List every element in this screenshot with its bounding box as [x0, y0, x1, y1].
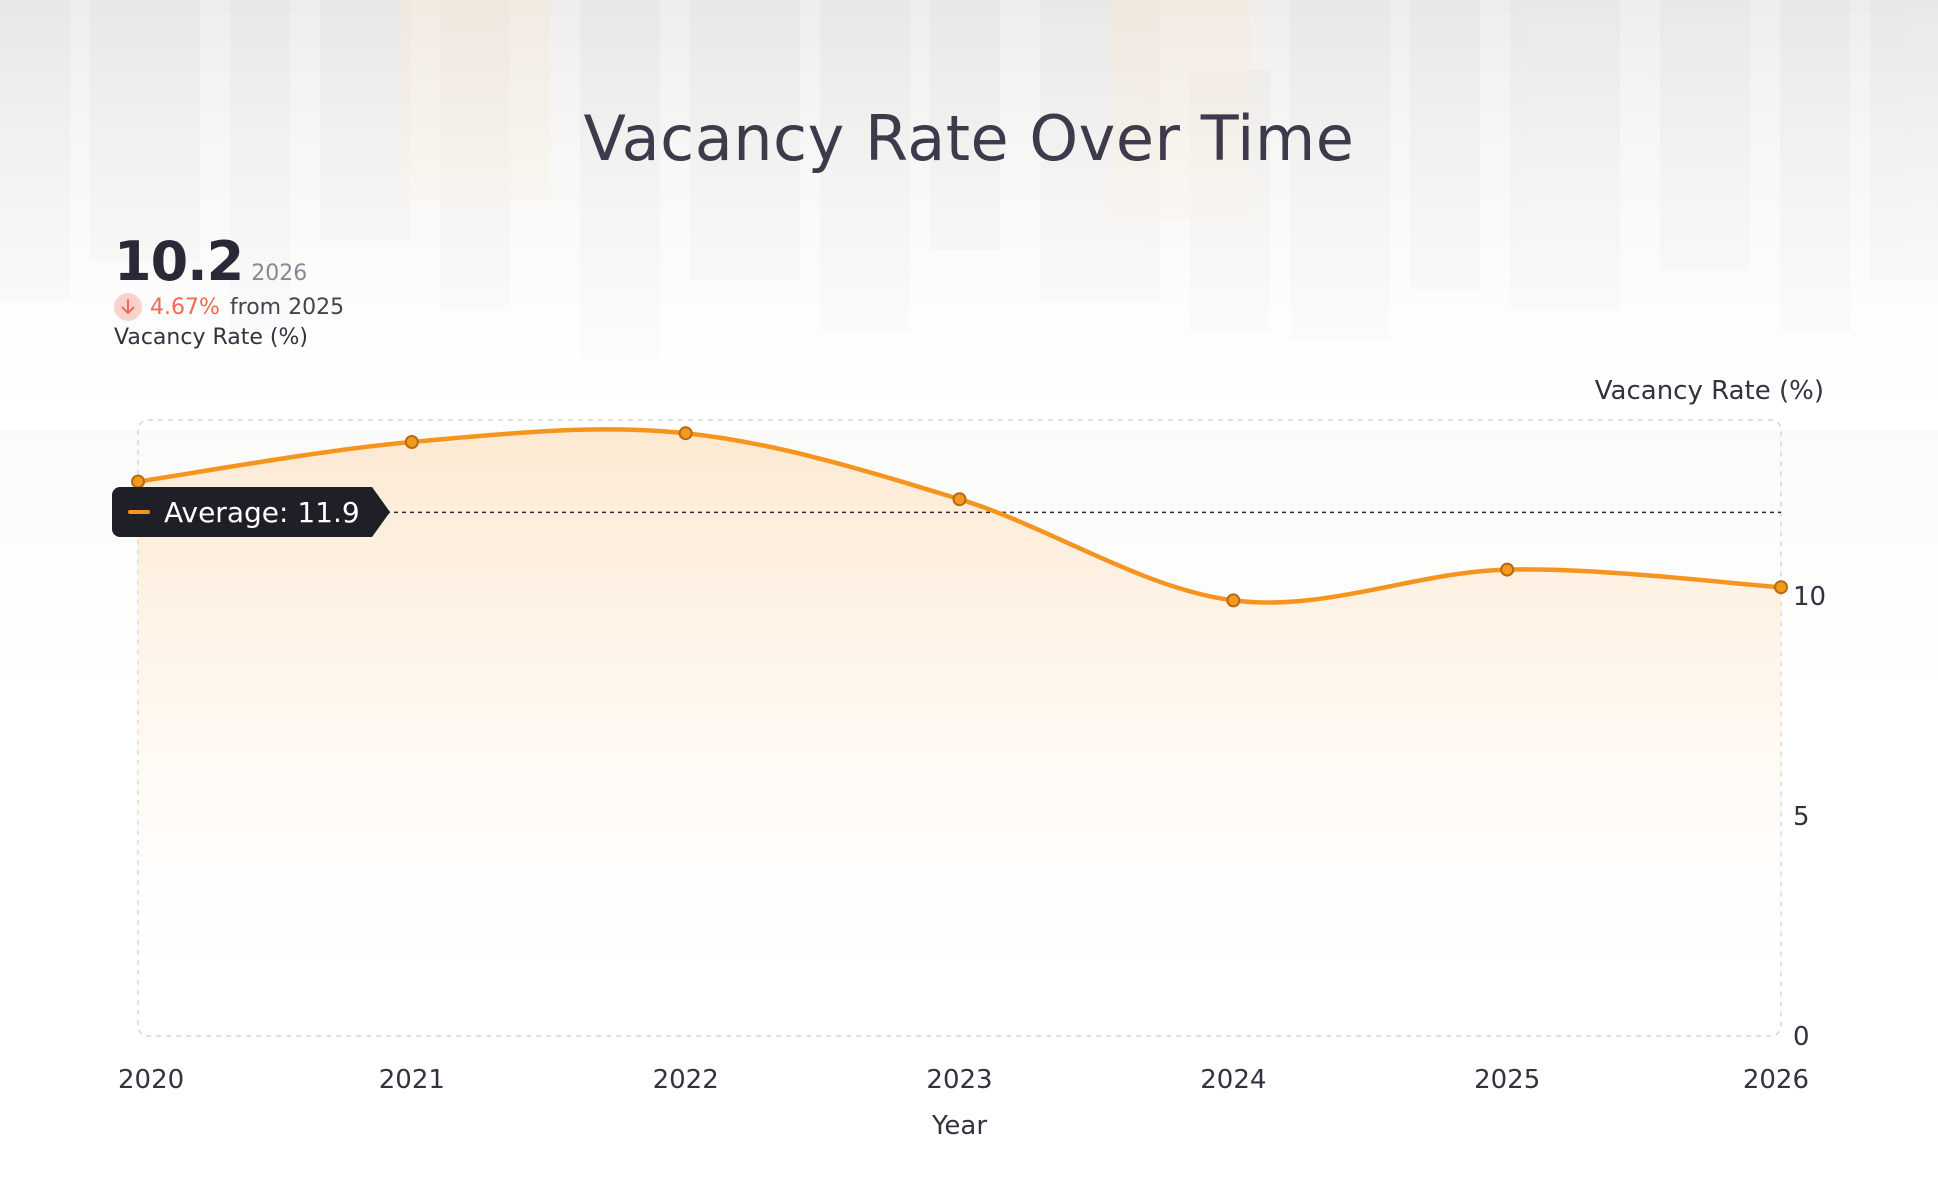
y-axis-title: Vacancy Rate (%): [1595, 376, 1824, 406]
data-point-2025: [1500, 562, 1515, 577]
x-tick-label: 2023: [926, 1065, 992, 1095]
x-tick-label: 2024: [1200, 1065, 1266, 1095]
kpi-year: 2026: [251, 261, 308, 286]
x-axis-title: Year: [931, 1111, 987, 1141]
x-tick-label: 2020: [118, 1065, 184, 1095]
kpi-comparison-text: from 2025: [229, 294, 345, 320]
x-tick-label: 2025: [1474, 1065, 1540, 1095]
area-fill: [138, 429, 1781, 1037]
average-legend-swatch: [128, 510, 150, 514]
kpi-summary: 10.2 2026 4.67% from 2025 Vacancy Rate (…: [114, 230, 344, 350]
average-badge: Average: 11.9: [112, 487, 390, 537]
y-tick-label: 0: [1793, 1022, 1810, 1052]
data-point-2022: [678, 426, 693, 441]
arrow-down-icon: [114, 293, 142, 321]
kpi-label: Vacancy Rate (%): [114, 325, 308, 350]
y-tick-label: 10: [1793, 582, 1826, 612]
data-point-2023: [952, 492, 967, 507]
city-skyline-background: [0, 0, 1938, 430]
data-point-2020: [131, 474, 145, 489]
data-point-2024: [1226, 593, 1241, 608]
x-tick-label: 2022: [653, 1065, 719, 1095]
kpi-value: 10.2: [114, 230, 244, 293]
kpi-change-percent: 4.67%: [150, 294, 220, 320]
x-tick-label: 2026: [1743, 1065, 1809, 1095]
average-label: Average: 11.9: [164, 495, 360, 529]
chart-title: Vacancy Rate Over Time: [583, 102, 1355, 175]
data-point-2026: [1774, 580, 1788, 595]
x-tick-label: 2021: [379, 1065, 445, 1095]
data-point-2021: [404, 435, 419, 449]
y-tick-label: 5: [1793, 802, 1810, 832]
